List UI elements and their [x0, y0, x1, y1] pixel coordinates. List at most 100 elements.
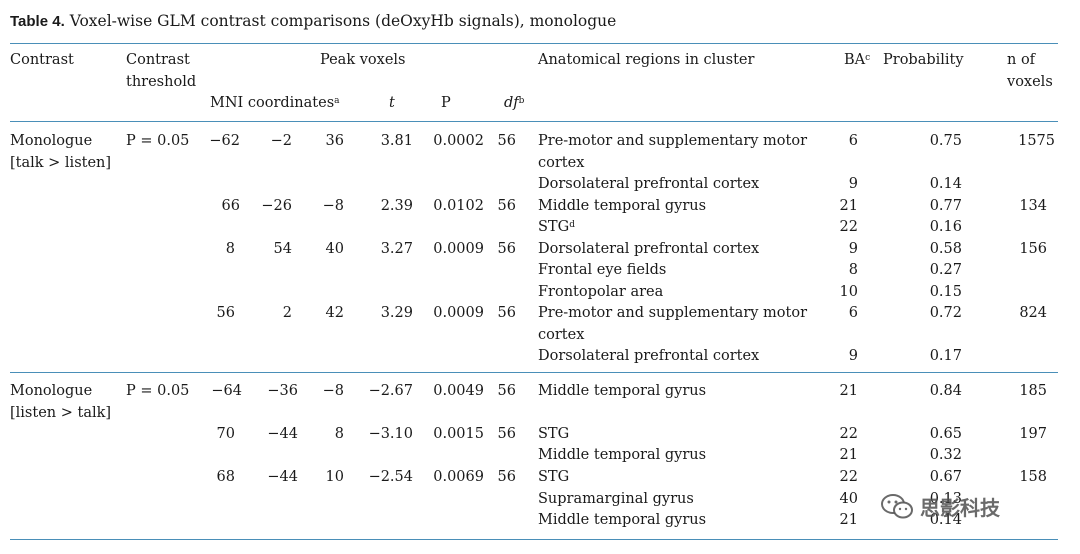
region-probability: 0.14: [929, 512, 962, 528]
peak-p: 0.0049: [433, 383, 484, 399]
peak-p: 0.0009: [433, 241, 484, 257]
region-ba: 21: [839, 512, 858, 528]
region-ba: 21: [839, 383, 858, 399]
peak-mni-x: 56: [216, 305, 235, 321]
peak-mni-z: 10: [325, 469, 344, 485]
region-ba: 6: [848, 133, 858, 149]
peak-mni-x: −62: [209, 133, 240, 149]
header-rule: [10, 121, 1058, 122]
region-ba: 10: [839, 284, 858, 300]
region-probability: 0.32: [929, 447, 962, 463]
peak-mni-y: −2: [270, 133, 292, 149]
header-probability: Probability: [883, 52, 964, 68]
bottom-rule: [10, 539, 1058, 540]
region-ba: 22: [839, 426, 858, 442]
header-mni: MNI coordinatesa: [210, 95, 340, 111]
header-df: dfb: [504, 95, 525, 111]
peak-mni-z: 40: [325, 241, 344, 257]
region-name: Dorsolateral prefrontal cortex: [538, 241, 760, 257]
top-rule: [10, 43, 1058, 44]
group-threshold: P = 0.05: [126, 133, 190, 149]
region-probability: 0.65: [929, 426, 962, 442]
peak-n-voxels: 197: [1019, 426, 1047, 442]
peak-df: 56: [497, 133, 516, 149]
region-probability: 0.84: [929, 383, 962, 399]
region-probability: 0.16: [929, 219, 962, 235]
group-separator-rule: [10, 372, 1058, 373]
peak-t: −2.67: [368, 383, 413, 399]
region-name: Frontopolar area: [538, 284, 664, 300]
region-probability: 0.27: [929, 262, 962, 278]
peak-mni-x: 70: [216, 426, 235, 442]
region-name: Pre-motor and supplementary motor: [538, 133, 808, 149]
region-name: Dorsolateral prefrontal cortex: [538, 176, 760, 192]
watermark-text: 思影科技: [920, 496, 1000, 520]
peak-df: 56: [497, 198, 516, 214]
header-p: P: [441, 95, 451, 111]
region-probability: 0.15: [929, 284, 962, 300]
region-name: STG: [538, 469, 570, 485]
header-peak-voxels: Peak voxels: [320, 52, 406, 68]
region-probability: 0.17: [929, 348, 962, 364]
peak-n-voxels: 1575: [1018, 133, 1055, 149]
peak-p: 0.0069: [433, 469, 484, 485]
region-ba: 22: [839, 219, 858, 235]
header-n-line2: voxels: [1007, 74, 1053, 90]
wechat-icon: [880, 493, 914, 521]
header-contrast: Contrast: [10, 52, 74, 68]
region-probability: 0.13: [929, 491, 962, 507]
region-ba: 9: [848, 176, 858, 192]
peak-mni-x: 8: [225, 241, 235, 257]
peak-mni-y: 2: [282, 305, 292, 321]
peak-mni-z: 42: [325, 305, 344, 321]
region-name: Middle temporal gyrus: [538, 198, 707, 214]
peak-mni-y: 54: [273, 241, 292, 257]
group-threshold: P = 0.05: [126, 383, 190, 399]
region-probability: 0.72: [929, 305, 962, 321]
peak-t: −2.54: [368, 469, 413, 485]
region-name-continued: cortex: [538, 155, 585, 171]
group-contrast-line1: Monologue: [10, 383, 93, 399]
region-probability: 0.75: [929, 133, 962, 149]
region-probability: 0.14: [929, 176, 962, 192]
caption-label: Table 4.: [10, 13, 65, 30]
region-ba: 9: [848, 241, 858, 257]
peak-t: 3.29: [380, 305, 413, 321]
header-ba: BAc: [844, 52, 871, 68]
peak-t: 2.39: [380, 198, 413, 214]
region-name: Middle temporal gyrus: [538, 447, 707, 463]
region-ba: 6: [848, 305, 858, 321]
peak-n-voxels: 134: [1019, 198, 1047, 214]
header-threshold-line2: threshold: [126, 74, 197, 90]
peak-mni-z: −8: [322, 383, 344, 399]
peak-mni-y: −36: [267, 383, 298, 399]
region-ba: 40: [839, 491, 858, 507]
group-contrast-line1: Monologue: [10, 133, 93, 149]
peak-n-voxels: 156: [1019, 241, 1047, 257]
header-t: t: [389, 95, 395, 111]
peak-mni-z: 8: [334, 426, 344, 442]
peak-t: 3.81: [380, 133, 413, 149]
region-ba: 9: [848, 348, 858, 364]
peak-mni-z: 36: [325, 133, 344, 149]
peak-t: −3.10: [368, 426, 413, 442]
peak-df: 56: [497, 426, 516, 442]
group-contrast-line2: [talk > listen]: [10, 155, 112, 171]
table-caption: Table 4. Voxel-wise GLM contrast compari…: [10, 12, 616, 30]
region-ba: 8: [848, 262, 858, 278]
region-name: Dorsolateral prefrontal cortex: [538, 348, 760, 364]
region-name: Middle temporal gyrus: [538, 512, 707, 528]
peak-p: 0.0102: [433, 198, 484, 214]
region-name: Middle temporal gyrus: [538, 383, 707, 399]
region-name: Supramarginal gyrus: [538, 491, 694, 507]
watermark: 思影科技: [880, 492, 1000, 521]
peak-n-voxels: 158: [1019, 469, 1047, 485]
peak-df: 56: [497, 383, 516, 399]
peak-df: 56: [497, 305, 516, 321]
caption-text: Voxel-wise GLM contrast comparisons (deO…: [69, 12, 617, 30]
peak-mni-x: 66: [221, 198, 240, 214]
region-ba: 22: [839, 469, 858, 485]
peak-p: 0.0002: [433, 133, 484, 149]
region-ba: 21: [839, 198, 858, 214]
peak-df: 56: [497, 469, 516, 485]
